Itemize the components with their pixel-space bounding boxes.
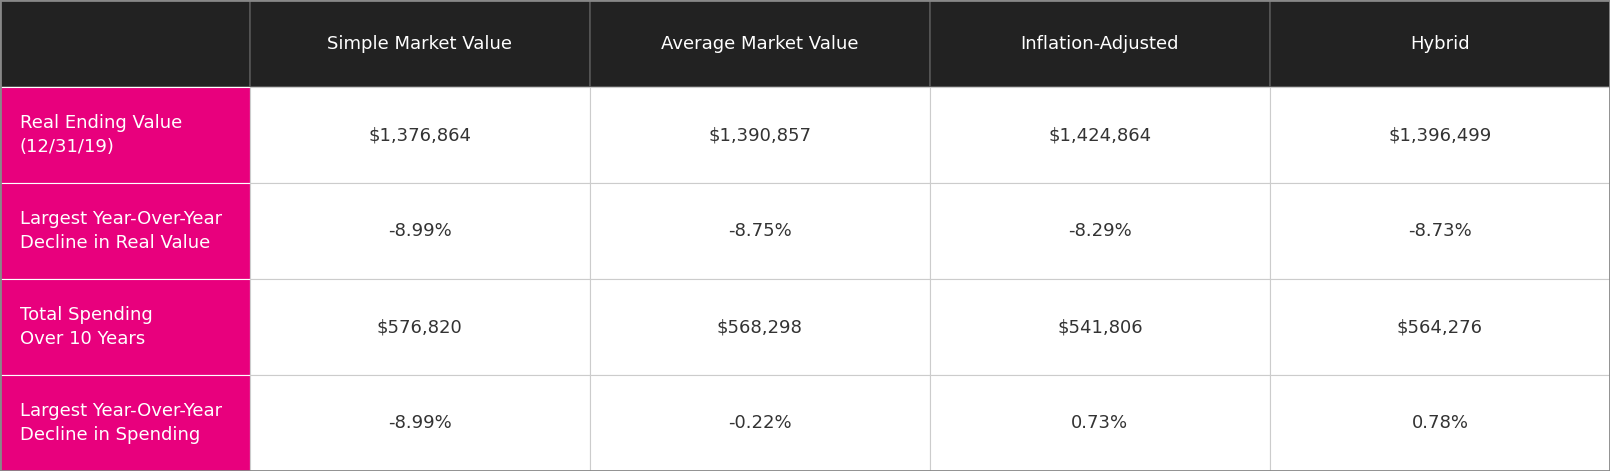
- Bar: [250, 0, 589, 87]
- Bar: [589, 87, 931, 183]
- Text: 0.73%: 0.73%: [1071, 414, 1129, 432]
- Text: -8.75%: -8.75%: [728, 222, 792, 240]
- Bar: [589, 375, 931, 471]
- Text: $576,820: $576,820: [377, 318, 462, 336]
- Bar: [0, 183, 250, 279]
- Text: Inflation-Adjusted: Inflation-Adjusted: [1021, 34, 1179, 53]
- Text: -0.22%: -0.22%: [728, 414, 792, 432]
- Bar: [0, 87, 250, 183]
- Bar: [1270, 279, 1610, 375]
- Text: Simple Market Value: Simple Market Value: [327, 34, 512, 53]
- Text: $1,376,864: $1,376,864: [369, 126, 472, 144]
- Bar: [589, 0, 931, 87]
- Text: $541,806: $541,806: [1058, 318, 1143, 336]
- Text: $564,276: $564,276: [1397, 318, 1483, 336]
- Text: $1,424,864: $1,424,864: [1048, 126, 1151, 144]
- Bar: [931, 279, 1270, 375]
- Text: 0.78%: 0.78%: [1412, 414, 1468, 432]
- Text: $1,390,857: $1,390,857: [708, 126, 811, 144]
- Bar: [1270, 183, 1610, 279]
- Text: -8.73%: -8.73%: [1409, 222, 1472, 240]
- Bar: [250, 375, 589, 471]
- Text: -8.29%: -8.29%: [1067, 222, 1132, 240]
- Bar: [931, 0, 1270, 87]
- Text: $568,298: $568,298: [716, 318, 803, 336]
- Bar: [0, 375, 250, 471]
- Bar: [1270, 375, 1610, 471]
- Bar: [1270, 0, 1610, 87]
- Text: $1,396,499: $1,396,499: [1388, 126, 1491, 144]
- Bar: [0, 0, 250, 87]
- Text: -8.99%: -8.99%: [388, 222, 451, 240]
- Text: Average Market Value: Average Market Value: [662, 34, 858, 53]
- Text: Hybrid: Hybrid: [1410, 34, 1470, 53]
- Text: Largest Year-Over-Year
Decline in Real Value: Largest Year-Over-Year Decline in Real V…: [19, 210, 222, 252]
- Bar: [250, 183, 589, 279]
- Text: Largest Year-Over-Year
Decline in Spending: Largest Year-Over-Year Decline in Spendi…: [19, 402, 222, 444]
- Text: Real Ending Value
(12/31/19): Real Ending Value (12/31/19): [19, 114, 182, 156]
- Bar: [589, 183, 931, 279]
- Bar: [931, 87, 1270, 183]
- Bar: [1270, 87, 1610, 183]
- Bar: [931, 375, 1270, 471]
- Bar: [0, 279, 250, 375]
- Bar: [250, 279, 589, 375]
- Bar: [931, 183, 1270, 279]
- Text: Total Spending
Over 10 Years: Total Spending Over 10 Years: [19, 306, 153, 348]
- Text: -8.99%: -8.99%: [388, 414, 451, 432]
- Bar: [589, 279, 931, 375]
- Bar: [250, 87, 589, 183]
